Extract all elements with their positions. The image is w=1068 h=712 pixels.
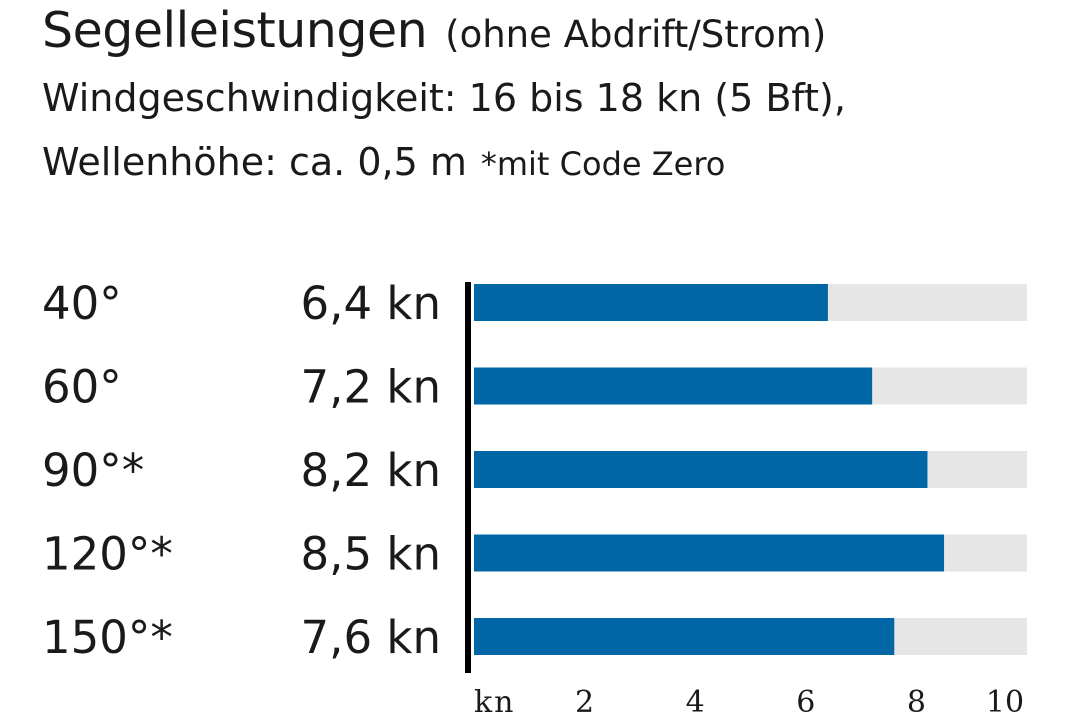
chart-subtitle: (ohne Abdrift/Strom)	[445, 13, 827, 56]
y-axis-line	[465, 282, 471, 673]
value-label: 7,6 kn	[301, 611, 441, 664]
conditions-line-2: Wellenhöhe: ca. 0,5 m	[42, 140, 467, 184]
x-tick-label: 8	[907, 685, 926, 712]
category-label: 40°	[42, 277, 122, 330]
bar	[474, 451, 928, 488]
value-label: 7,2 kn	[301, 361, 441, 414]
category-label: 120°*	[42, 528, 173, 581]
chart-title-row: Segelleistungen (ohne Abdrift/Strom)	[42, 2, 826, 59]
value-label: 8,2 kn	[301, 444, 441, 497]
bar	[474, 534, 945, 572]
category-label: 150°*	[42, 611, 173, 664]
category-label: 90°*	[42, 444, 144, 497]
x-unit-label: kn	[474, 685, 516, 712]
footnote: *mit Code Zero	[480, 145, 726, 183]
x-tick-label: 6	[796, 685, 815, 712]
category-label: 60°	[42, 361, 122, 414]
conditions-line-2-row: Wellenhöhe: ca. 0,5 m *mit Code Zero	[42, 140, 725, 184]
value-label: 6,4 kn	[301, 277, 441, 330]
x-tick-label: 10	[986, 685, 1024, 712]
bar	[474, 618, 895, 655]
chart-title: Segelleistungen	[42, 2, 428, 59]
x-tick-label: 4	[686, 685, 705, 712]
bar	[474, 367, 873, 405]
conditions-line-1: Windgeschwindigkeit: 16 bis 18 kn (5 Bft…	[42, 76, 846, 120]
bar	[474, 284, 828, 321]
value-label: 8,5 kn	[301, 528, 441, 581]
x-tick-label: 2	[575, 685, 594, 712]
